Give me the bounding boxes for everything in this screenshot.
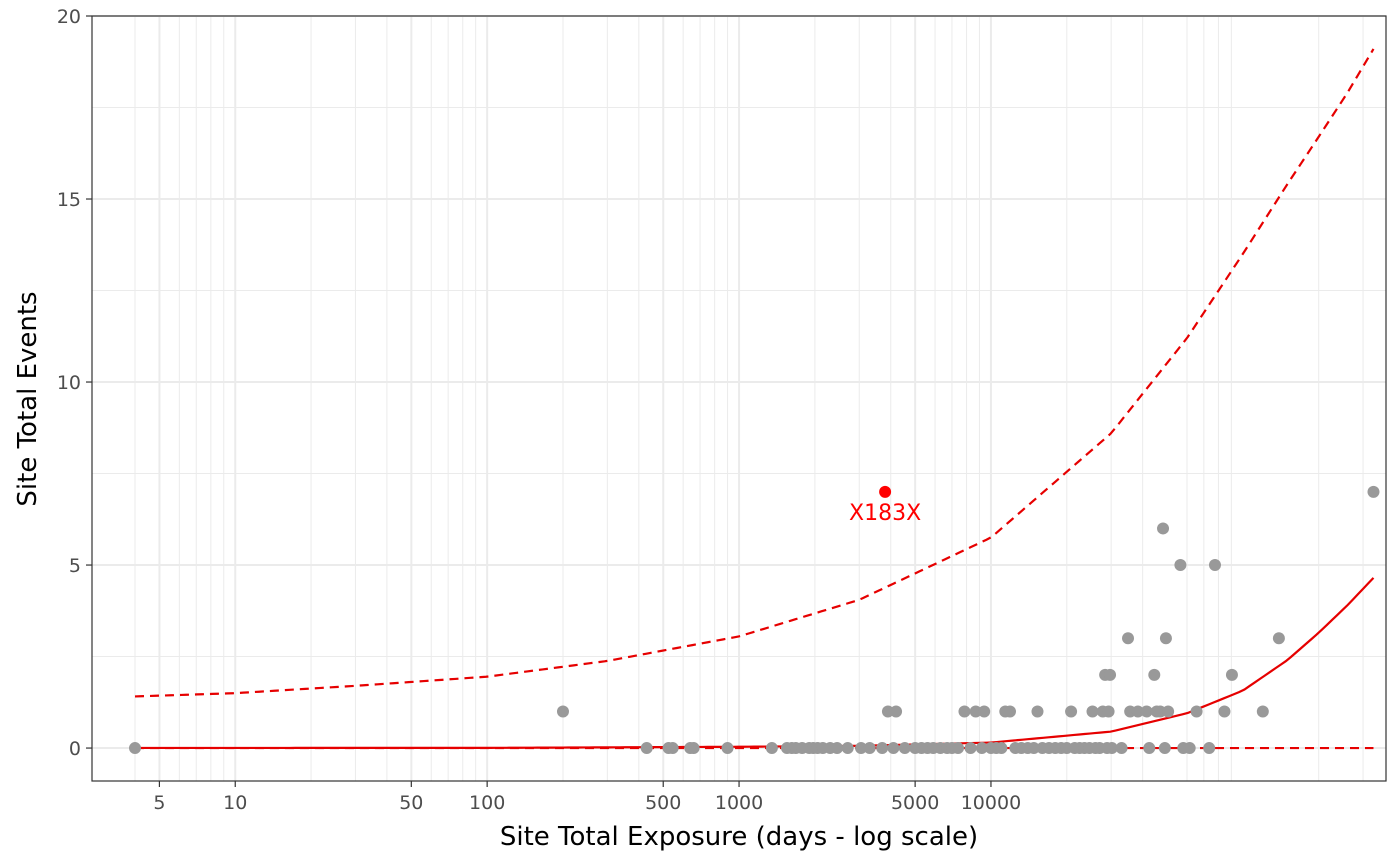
site-points — [128, 485, 1380, 755]
y-tick-label: 0 — [69, 738, 81, 760]
data-point — [666, 742, 679, 755]
data-point — [1115, 742, 1128, 755]
data-point — [1131, 705, 1144, 718]
data-point — [1122, 632, 1135, 645]
data-point — [1162, 705, 1175, 718]
x-tick-label: 500 — [645, 792, 681, 814]
data-point — [687, 742, 700, 755]
y-tick-label: 5 — [69, 555, 81, 577]
data-point — [721, 742, 734, 755]
data-point — [128, 742, 141, 755]
flagged-point-label: X183X — [849, 501, 921, 526]
data-point — [952, 742, 965, 755]
data-point — [1190, 705, 1203, 718]
data-point — [975, 742, 988, 755]
data-point — [995, 742, 1008, 755]
x-tick-label: 100 — [469, 792, 505, 814]
data-point — [1183, 742, 1196, 755]
data-point — [1104, 668, 1117, 681]
data-point — [1031, 705, 1044, 718]
data-point — [876, 742, 889, 755]
y-tick-label: 15 — [57, 189, 81, 211]
y-axis-title: Site Total Events — [13, 291, 43, 506]
data-point — [1086, 705, 1099, 718]
x-axis-title: Site Total Exposure (days - log scale) — [500, 822, 978, 852]
data-point — [1105, 742, 1118, 755]
data-point — [1143, 742, 1156, 755]
flagged-sites: X183X — [849, 485, 921, 526]
data-point — [890, 705, 903, 718]
data-point — [841, 742, 854, 755]
x-tick-label: 10000 — [961, 792, 1021, 814]
data-point — [1203, 742, 1216, 755]
data-point — [863, 742, 876, 755]
data-point — [1003, 705, 1016, 718]
data-point — [831, 742, 844, 755]
y-tick-label: 10 — [57, 372, 81, 394]
minor-gridlines — [92, 16, 1386, 781]
y-tick-label: 20 — [57, 6, 81, 28]
data-point — [958, 705, 971, 718]
x-tick-label: 5 — [153, 792, 165, 814]
data-point — [1272, 632, 1285, 645]
major-gridlines — [92, 15, 1386, 781]
x-tick-label: 5000 — [891, 792, 939, 814]
data-point — [1157, 522, 1170, 535]
bound-line-dashed — [134, 48, 1375, 698]
data-point — [1256, 705, 1269, 718]
data-point — [969, 705, 982, 718]
data-point — [1208, 559, 1221, 572]
data-point — [1148, 668, 1161, 681]
data-point — [1140, 705, 1153, 718]
expected-line-solid — [135, 577, 1375, 750]
x-tick-label: 1000 — [715, 792, 763, 814]
data-point — [978, 705, 991, 718]
data-point — [1225, 668, 1238, 681]
data-point — [1218, 705, 1231, 718]
flagged-point — [879, 485, 892, 498]
data-point — [1367, 485, 1380, 498]
data-point — [898, 742, 911, 755]
data-point — [1027, 742, 1040, 755]
control-limit-lines — [134, 48, 1375, 750]
data-point — [1065, 705, 1078, 718]
data-point — [1174, 559, 1187, 572]
data-point — [1158, 742, 1171, 755]
data-point — [887, 742, 900, 755]
data-point — [855, 742, 868, 755]
data-point — [765, 742, 778, 755]
data-point — [964, 742, 977, 755]
x-tick-label: 10 — [223, 792, 247, 814]
data-point — [640, 742, 653, 755]
y-axis: 0 5 10 15 20 — [57, 6, 92, 760]
data-point — [1159, 632, 1172, 645]
x-axis: 5 10 50 100 500 1000 5000 10000 — [153, 781, 1021, 814]
data-point — [556, 705, 569, 718]
data-point — [1102, 705, 1115, 718]
x-tick-label: 50 — [399, 792, 423, 814]
